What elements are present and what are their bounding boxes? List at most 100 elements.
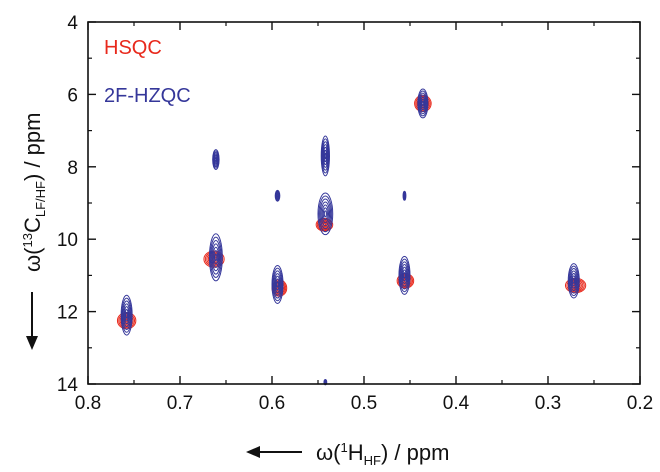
peak-contour bbox=[271, 264, 284, 304]
peak-contour bbox=[273, 270, 282, 299]
y-axis-title-base: C bbox=[20, 217, 45, 233]
x-tick-label: 0.6 bbox=[259, 393, 285, 414]
peak-contour bbox=[275, 278, 280, 291]
svg-text:ω(1HHF) / ppm: ω(1HHF) / ppm bbox=[316, 440, 449, 468]
peak-contour bbox=[322, 144, 329, 168]
y-tick-label: 8 bbox=[67, 158, 78, 179]
peak-2f-hzqc-2 bbox=[212, 149, 220, 171]
peak-contour bbox=[323, 149, 328, 163]
peak-contour bbox=[399, 258, 410, 293]
peak-contour bbox=[320, 201, 331, 227]
peak-contour bbox=[213, 250, 219, 265]
peak-contour bbox=[417, 88, 429, 119]
plot-frame bbox=[87, 21, 641, 385]
peak-contour bbox=[323, 146, 328, 165]
peak-contour bbox=[321, 141, 329, 171]
peak-2f-hzqc-0 bbox=[120, 294, 133, 336]
peak-contour bbox=[214, 157, 217, 162]
legend-2f-hzqc: 2F-HZQC bbox=[104, 85, 191, 107]
peak-contour bbox=[420, 96, 426, 111]
y-tick-label: 4 bbox=[67, 13, 78, 34]
y-axis-title: ω(13CLF/HF) / ppm bbox=[20, 113, 48, 350]
peak-contour bbox=[572, 277, 576, 284]
peak-contour bbox=[214, 253, 218, 262]
peak-2f-hzqc-10 bbox=[417, 88, 429, 119]
x-axis-title-base: H bbox=[348, 440, 364, 465]
peak-hsqc-5 bbox=[414, 94, 432, 113]
x-tick-label: 0.3 bbox=[535, 393, 561, 414]
x-tick-label: 0.8 bbox=[75, 393, 101, 414]
peak-2f-hzqc-1 bbox=[208, 233, 223, 282]
svg-text:ω(13CLF/HF) / ppm: ω(13CLF/HF) / ppm bbox=[20, 113, 48, 272]
peak-contour bbox=[208, 233, 223, 282]
x-tick-label: 0.5 bbox=[351, 393, 377, 414]
x-tick-label: 0.2 bbox=[627, 393, 653, 414]
peak-contour bbox=[320, 135, 330, 177]
peak-contour bbox=[210, 239, 221, 275]
peak-contour bbox=[400, 264, 409, 287]
peak-contour bbox=[401, 266, 408, 285]
peak-contour bbox=[402, 269, 407, 282]
peak-contour bbox=[318, 195, 333, 233]
peak-contour bbox=[122, 300, 132, 330]
peak-contour bbox=[121, 297, 132, 333]
peak-contour bbox=[324, 152, 327, 160]
y-axis-title-main: ω( bbox=[20, 247, 45, 272]
peak-contour bbox=[400, 261, 409, 290]
y-tick-label: 6 bbox=[67, 85, 78, 106]
peak-contour bbox=[321, 138, 330, 174]
x-axis-title-sub: HF bbox=[364, 453, 381, 468]
x-axis-title-sup: 1 bbox=[341, 440, 348, 455]
y-tick-label: 10 bbox=[57, 230, 78, 251]
peak-contour bbox=[125, 311, 128, 319]
y-axis-title-sup: 13 bbox=[20, 233, 35, 247]
y-axis-title-tail: ) / ppm bbox=[20, 113, 45, 181]
peak-contour bbox=[124, 318, 129, 323]
peak-contour bbox=[570, 270, 578, 292]
peak-contour bbox=[123, 306, 130, 325]
peak-contour bbox=[120, 294, 133, 336]
peak-contour bbox=[421, 100, 425, 107]
peak-contour bbox=[322, 207, 328, 221]
peak-contour bbox=[403, 194, 406, 198]
peak-contour bbox=[568, 265, 579, 297]
peak-contour bbox=[419, 94, 427, 113]
peak-contour bbox=[321, 204, 330, 224]
y-tick-label: 12 bbox=[57, 303, 78, 324]
x-axis-title-main: ω( bbox=[316, 440, 341, 465]
peak-contour bbox=[418, 92, 427, 115]
peak-2f-hzqc-9 bbox=[402, 190, 407, 201]
peak-contour bbox=[571, 275, 576, 287]
legend: HSQC 2F-HZQC bbox=[104, 37, 191, 107]
peak-contour bbox=[418, 90, 428, 117]
peak-contour bbox=[403, 272, 406, 279]
peak-contour bbox=[567, 263, 580, 299]
peak-contour bbox=[276, 281, 279, 288]
x-axis-title: ω(1HHF) / ppm bbox=[246, 440, 449, 468]
legend-hsqc: HSQC bbox=[104, 37, 162, 59]
peak-contour bbox=[323, 210, 327, 218]
peak-contour bbox=[211, 243, 221, 272]
axis-ticks: 0.8 0.7 0.6 0.5 0.4 0.3 0.2 4 6 8 10 12 14 bbox=[57, 13, 653, 414]
peak-2f-hzqc-8 bbox=[398, 255, 411, 295]
peak-2f-hzqc-3 bbox=[271, 264, 284, 304]
peak-contour bbox=[319, 198, 332, 230]
x-tick-label: 0.7 bbox=[167, 393, 193, 414]
peak-contour bbox=[273, 273, 282, 296]
peak-contour bbox=[398, 255, 411, 295]
peak-contour bbox=[569, 268, 579, 294]
contour-peaks bbox=[116, 88, 587, 386]
peak-contour bbox=[274, 275, 281, 294]
x-tick-label: 0.4 bbox=[443, 393, 470, 414]
peak-contour bbox=[272, 267, 283, 302]
peak-2f-hzqc-4 bbox=[274, 189, 281, 202]
peak-contour bbox=[122, 303, 131, 328]
peak-contour bbox=[317, 192, 334, 236]
peak-2f-hzqc-5 bbox=[317, 192, 334, 236]
peak-2f-hzqc-11 bbox=[567, 263, 580, 299]
peak-contour bbox=[124, 309, 129, 322]
peak-contour bbox=[118, 313, 136, 329]
x-axis-title-tail: ) / ppm bbox=[381, 440, 449, 465]
y-axis-title-sub: LF/HF bbox=[33, 181, 48, 217]
